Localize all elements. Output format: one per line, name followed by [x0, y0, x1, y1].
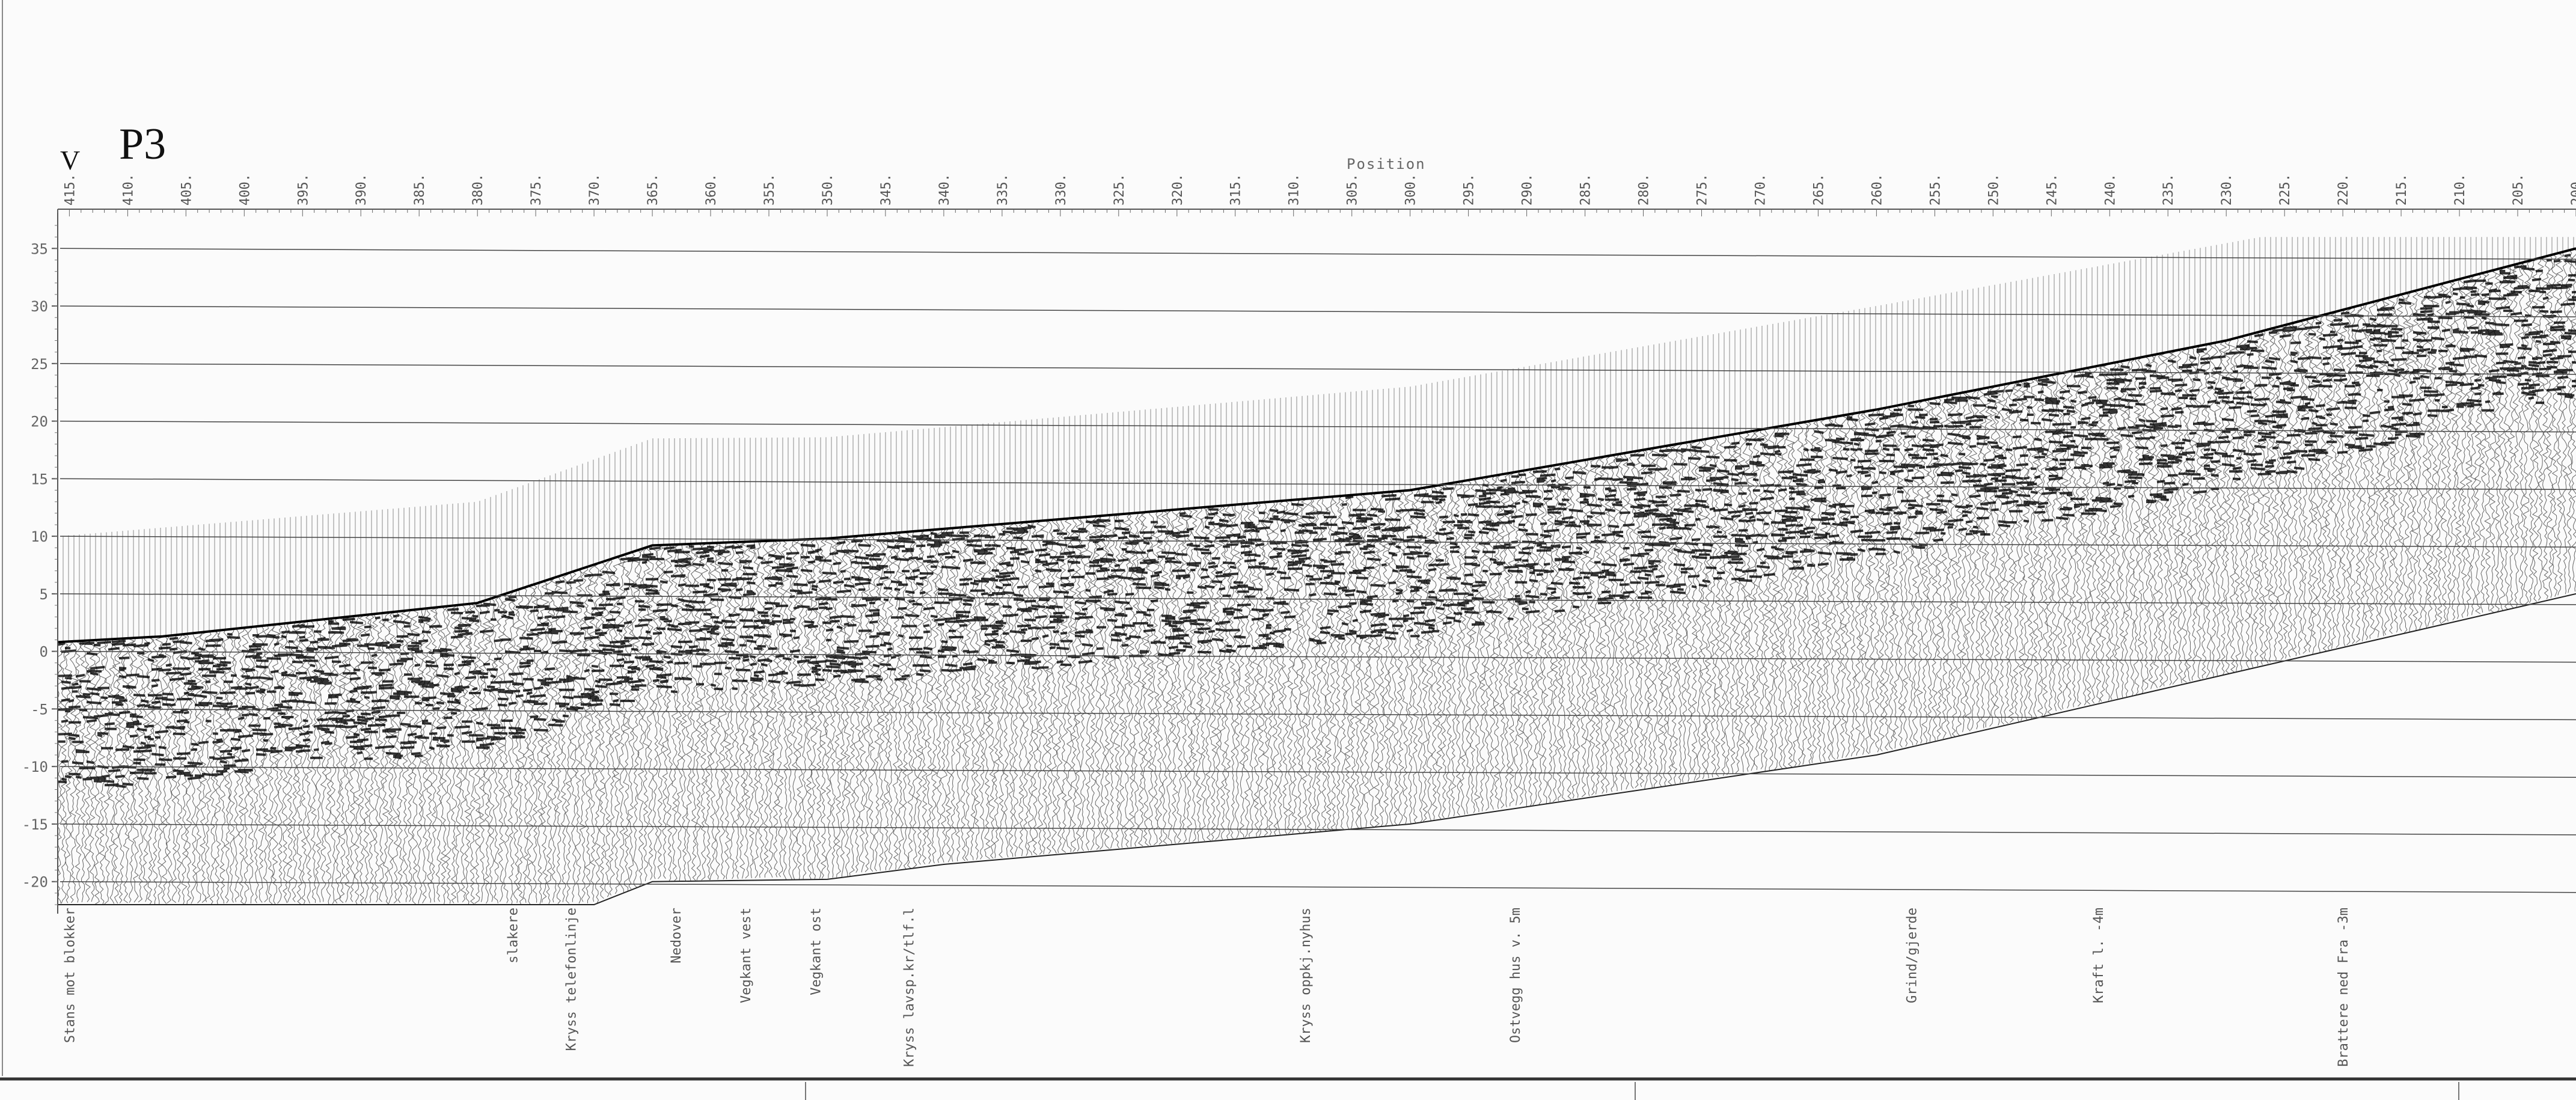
- site-annotation: slakere: [506, 908, 521, 964]
- y-tick-label: 35: [31, 240, 48, 257]
- y-tick-label: 15: [31, 471, 48, 487]
- x-tick-label: 290.: [1520, 174, 1535, 206]
- x-tick-label: 345.: [879, 174, 894, 206]
- ground-surface-line: [58, 247, 2576, 644]
- x-tick-label: 230.: [2220, 174, 2235, 206]
- site-annotation: Brattere ned Fra -3m: [2336, 908, 2351, 1067]
- x-tick-label: 235.: [2161, 174, 2176, 206]
- gridline-y: [60, 766, 2576, 778]
- x-tick-label: 255.: [1928, 174, 1943, 206]
- x-axis-label: Position: [1347, 156, 1426, 173]
- x-tick-label: 395.: [296, 174, 311, 206]
- x-tick-label: 285.: [1579, 174, 1594, 206]
- x-tick-label: 335.: [996, 174, 1011, 206]
- gridline-y: [60, 305, 2576, 317]
- site-annotation: Vegkant ost: [809, 908, 824, 995]
- x-tick-label: 330.: [1054, 174, 1069, 206]
- x-tick-label: 305.: [1345, 174, 1360, 206]
- x-tick-label: 245.: [2045, 174, 2060, 206]
- reflector-bands: [58, 254, 2576, 789]
- x-tick-label: 295.: [1462, 174, 1477, 206]
- x-tick-label: 410.: [121, 174, 136, 206]
- radar-traces: [58, 248, 2576, 905]
- y-tick-label: 10: [31, 528, 48, 545]
- gridline-y: [60, 881, 2576, 893]
- x-tick-label: 320.: [1170, 174, 1186, 206]
- y-tick-label: 30: [31, 298, 48, 315]
- site-annotation: Ostvegg hus v. 5m: [1508, 908, 1523, 1043]
- y-tick-label: -20: [22, 874, 48, 891]
- site-annotation: Kraft l. -4m: [2091, 908, 2106, 1003]
- x-tick-label: 300.: [1404, 174, 1419, 206]
- y-tick-label: -15: [22, 816, 48, 833]
- x-tick-label: 360.: [704, 174, 719, 206]
- x-tick-label: 220.: [2336, 174, 2351, 206]
- y-tick-label: -5: [31, 701, 48, 718]
- x-tick-label: 365.: [646, 174, 661, 206]
- x-tick-label: 370.: [587, 174, 602, 206]
- x-tick-label: 215.: [2394, 174, 2409, 206]
- x-tick-label: 275.: [1695, 174, 1710, 206]
- y-tick-label: 5: [40, 586, 48, 603]
- site-annotation: Kryss oppkj.nyhus: [1299, 908, 1314, 1043]
- x-tick-label: 400.: [237, 174, 252, 206]
- y-tick-label: 25: [31, 356, 48, 373]
- x-tick-label: 325.: [1112, 174, 1127, 206]
- x-tick-label: 315.: [1229, 174, 1244, 206]
- x-tick-label: 210.: [2453, 174, 2468, 206]
- x-tick-label: 280.: [1637, 174, 1652, 206]
- y-tick-label: 0: [40, 644, 48, 661]
- gridline-y: [60, 536, 2576, 548]
- site-annotation: Kryss telefonlinje: [564, 908, 579, 1051]
- x-tick-label: 270.: [1754, 174, 1769, 206]
- x-tick-label: 240.: [2103, 174, 2118, 206]
- x-tick-label: 390.: [354, 174, 369, 206]
- x-minor-ticks: [57, 209, 2576, 216]
- site-annotation: Vegkant vest: [739, 908, 754, 1003]
- gridline-y: [60, 248, 2576, 260]
- x-tick-label: 380.: [471, 174, 486, 206]
- profile-label: P3: [119, 120, 167, 169]
- y-tick-label: 20: [31, 414, 48, 430]
- x-tick-label: 250.: [1986, 174, 2001, 206]
- x-tick-label: 355.: [762, 174, 777, 206]
- x-tick-label: 260.: [1870, 174, 1885, 206]
- gridline-y: [60, 708, 2576, 721]
- x-tick-label: 225.: [2278, 174, 2293, 206]
- site-annotation: Nedover: [669, 908, 684, 964]
- x-tick-label: 385.: [412, 174, 427, 206]
- x-tick-label: 375.: [529, 174, 544, 206]
- section-bottom-line: [58, 593, 2576, 905]
- site-annotation: Stans mot blokker: [63, 908, 78, 1043]
- x-tick-label: 405.: [179, 174, 194, 206]
- gridline-y: [60, 593, 2576, 605]
- gridline-y: [60, 478, 2576, 490]
- x-tick-label: 310.: [1287, 174, 1302, 206]
- gridline-y: [60, 823, 2576, 836]
- x-tick-label: 200.: [2569, 174, 2576, 206]
- view-label: V: [60, 145, 81, 176]
- site-annotation: Kryss lavsp.kr/tlf.l: [902, 908, 917, 1067]
- x-tick-label: 350.: [821, 174, 836, 206]
- gridline-y: [60, 420, 2576, 433]
- gridline-y: [60, 650, 2576, 663]
- gridline-y: [60, 363, 2576, 375]
- x-tick-label: 205.: [2511, 174, 2526, 206]
- x-tick-label: 340.: [937, 174, 952, 206]
- site-annotation: Grind/gjerde: [1905, 908, 1920, 1003]
- y-minor-ticks: [55, 225, 58, 905]
- x-tick-label: 265.: [1811, 174, 1826, 206]
- x-tick-label: 415.: [63, 174, 78, 206]
- y-tick-label: -10: [22, 759, 48, 775]
